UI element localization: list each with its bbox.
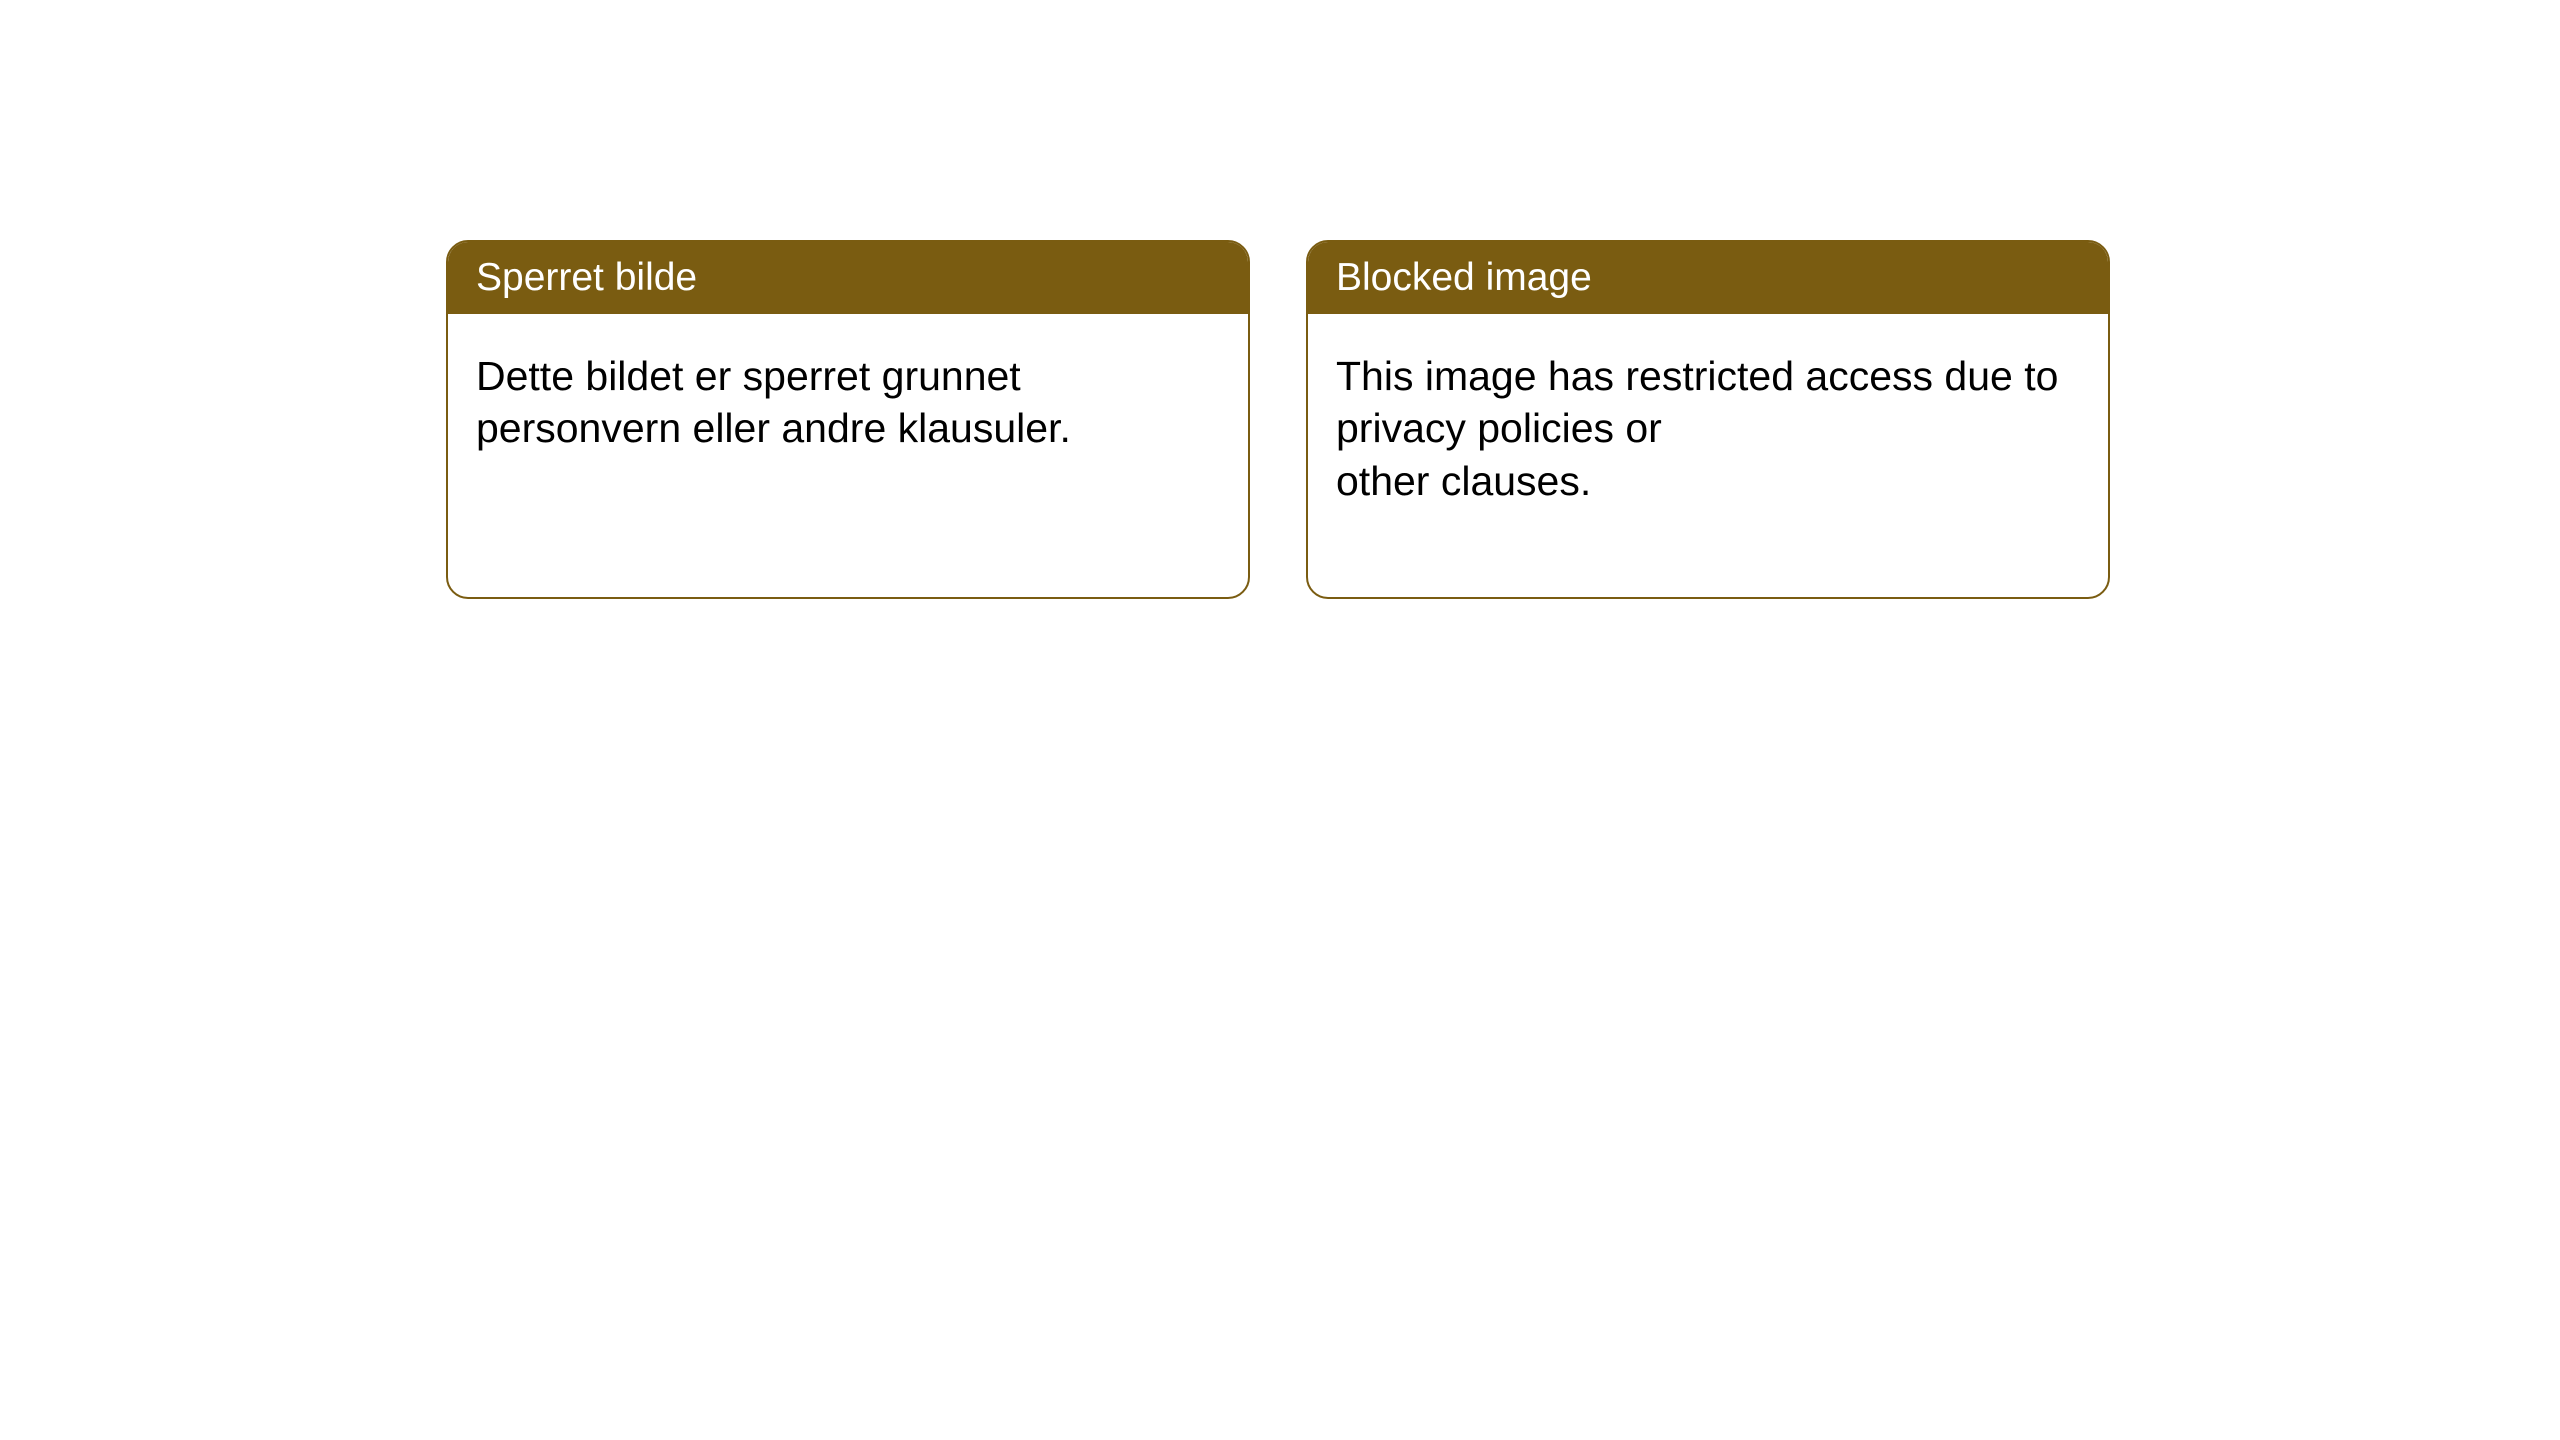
notice-container: Sperret bilde Dette bildet er sperret gr… [446, 240, 2110, 599]
notice-card-norwegian: Sperret bilde Dette bildet er sperret gr… [446, 240, 1250, 599]
notice-body: This image has restricted access due to … [1308, 314, 2108, 597]
notice-header: Blocked image [1308, 242, 2108, 314]
notice-body: Dette bildet er sperret grunnet personve… [448, 314, 1248, 545]
notice-header: Sperret bilde [448, 242, 1248, 314]
notice-card-english: Blocked image This image has restricted … [1306, 240, 2110, 599]
